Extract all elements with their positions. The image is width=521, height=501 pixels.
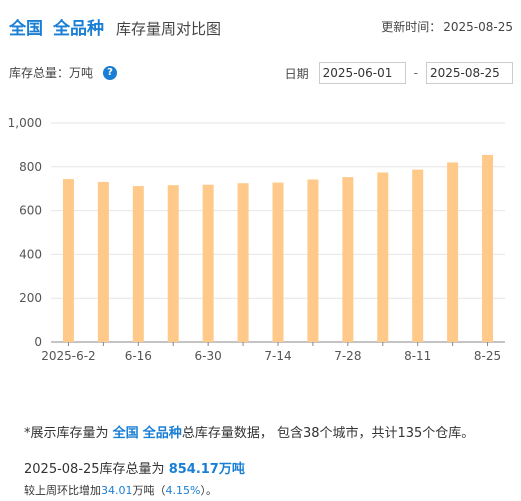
footnote-category: 全品种 bbox=[142, 426, 182, 441]
region-selector[interactable]: 全国 bbox=[9, 19, 43, 39]
change-prefix: 较上周环比增加 bbox=[24, 484, 101, 497]
category-selector[interactable]: 全品种 bbox=[53, 19, 104, 39]
y-tick-label: 1,000 bbox=[8, 116, 42, 130]
y-tick-label: 600 bbox=[19, 204, 42, 218]
bar bbox=[272, 182, 284, 342]
bar bbox=[307, 179, 319, 342]
total-summary: 2025-08-25库存总量为 854.17万吨 bbox=[24, 458, 245, 477]
footnote-suffix: 总库存量数据， 包含38个城市，共计135个仓库。 bbox=[181, 426, 475, 441]
y-tick-label: 400 bbox=[19, 247, 42, 261]
x-tick-label: 7-28 bbox=[334, 349, 361, 363]
bar bbox=[412, 169, 424, 342]
inventory-bar-chart: 0 200 400 600 800 1,000 2025-6-2 6-16 6-30 7-14 7-… bbox=[8, 116, 505, 363]
change-unit: 万吨（ bbox=[132, 484, 166, 497]
change-percent: 4.15% bbox=[165, 484, 201, 497]
chart-header: 全国 全品种 库存量周对比图 bbox=[9, 14, 221, 42]
unit-row: 库存总量：万吨 ? bbox=[9, 64, 118, 81]
change-summary: 较上周环比增加34.01万吨（4.15%）。 bbox=[24, 482, 217, 498]
total-value: 854.17万吨 bbox=[168, 462, 245, 477]
bar bbox=[342, 177, 354, 342]
x-tick-label: 6-16 bbox=[125, 349, 152, 363]
x-tick-label: 2025-6-2 bbox=[41, 349, 95, 363]
bar bbox=[202, 184, 214, 342]
unit-label: 库存总量：万吨 bbox=[9, 66, 94, 80]
update-time: 更新时间： 2025-08-25 bbox=[379, 18, 513, 35]
change-suffix: ）。 bbox=[200, 484, 217, 497]
bar bbox=[447, 162, 459, 342]
change-value: 34.01 bbox=[101, 484, 133, 497]
bar bbox=[62, 179, 74, 342]
date-label: 日期 bbox=[284, 66, 309, 81]
bar bbox=[167, 185, 179, 342]
y-tick-label: 800 bbox=[19, 160, 42, 174]
page-title: 库存量周对比图 bbox=[116, 20, 222, 38]
y-tick-label: 0 bbox=[34, 335, 42, 349]
update-time-label: 更新时间： bbox=[381, 20, 442, 34]
x-tick-label: 8-25 bbox=[474, 349, 501, 363]
x-tick-label: 8-11 bbox=[404, 349, 431, 363]
bar bbox=[97, 181, 109, 342]
bar bbox=[132, 186, 144, 342]
bar bbox=[377, 172, 389, 342]
x-tick-label: 6-30 bbox=[195, 349, 222, 363]
date-separator: - bbox=[413, 66, 418, 80]
y-tick-label: 200 bbox=[19, 291, 42, 305]
footnote-region: 全国 bbox=[112, 426, 139, 441]
footnote-prefix: *展示库存量为 bbox=[24, 426, 113, 441]
footnote: *展示库存量为 全国 全品种总库存量数据， 包含38个城市，共计135个仓库。 bbox=[24, 422, 474, 441]
help-icon[interactable]: ? bbox=[103, 65, 118, 80]
date-range-picker: 日期 - bbox=[285, 62, 513, 84]
start-date-input[interactable] bbox=[318, 62, 406, 84]
update-time-value: 2025-08-25 bbox=[443, 20, 513, 34]
total-prefix: 2025-08-25库存总量为 bbox=[24, 462, 169, 477]
bar bbox=[237, 183, 249, 342]
bar bbox=[482, 154, 494, 342]
end-date-input[interactable] bbox=[426, 62, 513, 84]
x-tick-label: 7-14 bbox=[264, 349, 291, 363]
